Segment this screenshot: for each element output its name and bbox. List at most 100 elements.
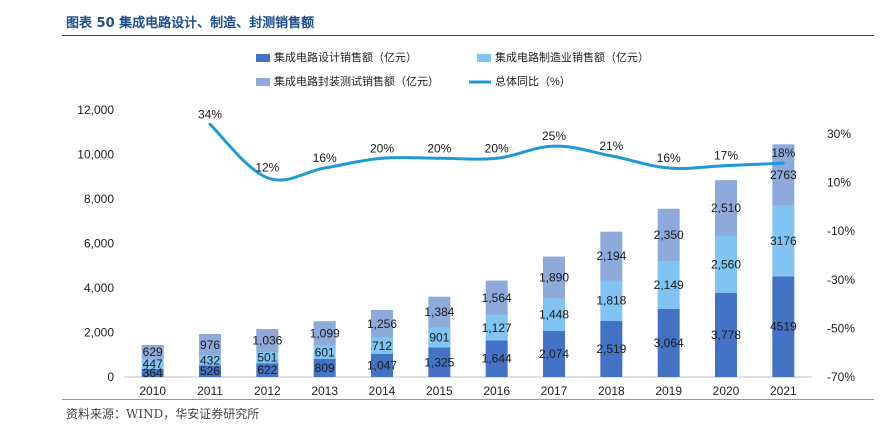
growth-point xyxy=(323,166,327,170)
bar-data-label: 364 xyxy=(143,366,163,380)
bar-segment xyxy=(141,344,164,359)
x-tick-label: 2020 xyxy=(713,384,740,398)
bar-data-label: 1,644 xyxy=(482,352,512,366)
y-right-tick-label: -30% xyxy=(827,273,855,287)
bar-segment xyxy=(141,368,164,377)
y-left-tick-label: 8,000 xyxy=(84,192,114,206)
x-tick-label: 2012 xyxy=(254,384,281,398)
bar-segment xyxy=(543,298,565,331)
bar-segment xyxy=(256,352,279,364)
y-left-tick-label: 10,000 xyxy=(77,148,114,162)
bar-data-label: 3176 xyxy=(770,234,797,248)
bar-data-label: 1,448 xyxy=(539,308,569,322)
bar-segment xyxy=(256,328,279,353)
bar-segment xyxy=(772,205,795,277)
bar-data-label: 3,778 xyxy=(711,328,741,342)
bar-data-label: 1,818 xyxy=(596,294,626,308)
growth-data-label: 25% xyxy=(542,129,566,143)
x-tick-label: 2021 xyxy=(770,384,797,398)
y-right-tick-label: 10% xyxy=(827,176,851,190)
growth-data-label: 21% xyxy=(599,139,623,153)
legend-label: 集成电路制造业销售额（亿元） xyxy=(495,50,649,64)
x-tick-label: 2013 xyxy=(311,384,338,398)
bar-segment xyxy=(543,256,565,299)
bar-data-label: 901 xyxy=(429,330,449,344)
y-right-tick-label: -50% xyxy=(827,321,855,335)
growth-point xyxy=(380,156,384,160)
x-tick-label: 2014 xyxy=(369,384,396,398)
bar-segment xyxy=(428,327,451,348)
growth-data-label: 18% xyxy=(771,146,795,160)
y-axis-right: 30% 10% -10% -30% -50% -70% xyxy=(827,127,855,384)
growth-data-label: 16% xyxy=(657,151,681,165)
growth-data-label: 34% xyxy=(198,107,222,121)
bar-data-label: 1,384 xyxy=(424,305,454,319)
y-right-tick-label: -70% xyxy=(827,370,855,384)
bar-data-label: 2,149 xyxy=(654,278,684,292)
growth-point xyxy=(609,154,613,158)
bar-data-label: 501 xyxy=(257,351,277,365)
y-left-tick-label: 2,000 xyxy=(84,326,114,340)
bar-segment xyxy=(141,358,164,369)
bar-segment xyxy=(772,276,795,377)
x-tick-label: 2015 xyxy=(426,384,453,398)
bar-segment xyxy=(543,330,565,377)
bar-segment xyxy=(313,358,336,377)
source-divider xyxy=(62,399,874,400)
bar-segment xyxy=(600,320,623,377)
bar-data-label: 1,890 xyxy=(539,271,569,285)
line-series-group: 34% 12% 16% 20% 20% 20% 25% 21% 16% 17% 18% xyxy=(198,107,796,182)
y-left-tick-label: 6,000 xyxy=(84,237,114,251)
bar-data-label: 2,194 xyxy=(596,249,626,263)
growth-point xyxy=(495,156,499,160)
growth-point xyxy=(667,166,671,170)
growth-data-label: 17% xyxy=(714,149,738,163)
legend-swatch xyxy=(256,54,270,62)
bar-data-label: 1,047 xyxy=(367,358,397,372)
x-tick-label: 2016 xyxy=(483,384,510,398)
bar-data-label: 2763 xyxy=(770,168,797,182)
bar-segment xyxy=(371,353,393,377)
bar-segment xyxy=(256,363,279,377)
y-left-tick-label: 4,000 xyxy=(84,281,114,295)
bar-data-label: 526 xyxy=(200,364,220,378)
x-tick-label: 2011 xyxy=(197,384,223,398)
y-right-tick-label: 30% xyxy=(827,127,851,141)
growth-data-label: 20% xyxy=(370,141,394,155)
growth-point xyxy=(208,122,212,126)
bar-segment xyxy=(772,144,795,206)
y-right-tick-label: -10% xyxy=(827,224,855,238)
bar-data-label: 2,350 xyxy=(654,228,684,242)
bar-data-label: 2,519 xyxy=(596,342,626,356)
bar-segment xyxy=(485,340,508,377)
bar-data-label: 629 xyxy=(143,345,163,359)
growth-data-label: 20% xyxy=(485,141,509,155)
x-tick-label: 2010 xyxy=(139,384,166,398)
bar-data-label: 622 xyxy=(257,363,277,377)
bar-data-label: 712 xyxy=(372,339,392,353)
y-axis-left: 0 2,000 4,000 6,000 8,000 10,000 12,000 xyxy=(77,103,114,384)
bar-segment xyxy=(657,208,680,262)
x-tick-label: 2019 xyxy=(655,384,682,398)
chart: 集成电路设计销售额（亿元） 集成电路制造业销售额（亿元） 集成电路封装测试销售额（亿… xyxy=(77,50,855,398)
bar-segment xyxy=(371,309,393,338)
bar-data-label: 1,036 xyxy=(252,333,282,347)
bar-segment xyxy=(199,355,221,366)
bar-data-label: 1,256 xyxy=(367,317,397,331)
bar-data-label: 976 xyxy=(200,338,220,352)
bar-data-label: 809 xyxy=(315,361,335,375)
legend-label: 集成电路设计销售额（亿元） xyxy=(274,50,417,64)
bar-data-label: 2,560 xyxy=(711,257,741,271)
bar-segment xyxy=(485,280,508,316)
bar-segment xyxy=(485,315,508,341)
chart-title: 图表 50 集成电路设计、制造、封测销售额 xyxy=(66,16,315,31)
bar-data-label: 1,325 xyxy=(424,355,454,369)
bar-segment xyxy=(199,365,221,377)
bar-data-label: 2,074 xyxy=(539,347,569,361)
bar-segment xyxy=(600,231,623,281)
bar-segment xyxy=(313,345,336,359)
bar-segment xyxy=(715,235,737,293)
bar-data-label: 2,510 xyxy=(711,201,741,215)
bar-data-label: 447 xyxy=(143,357,163,371)
